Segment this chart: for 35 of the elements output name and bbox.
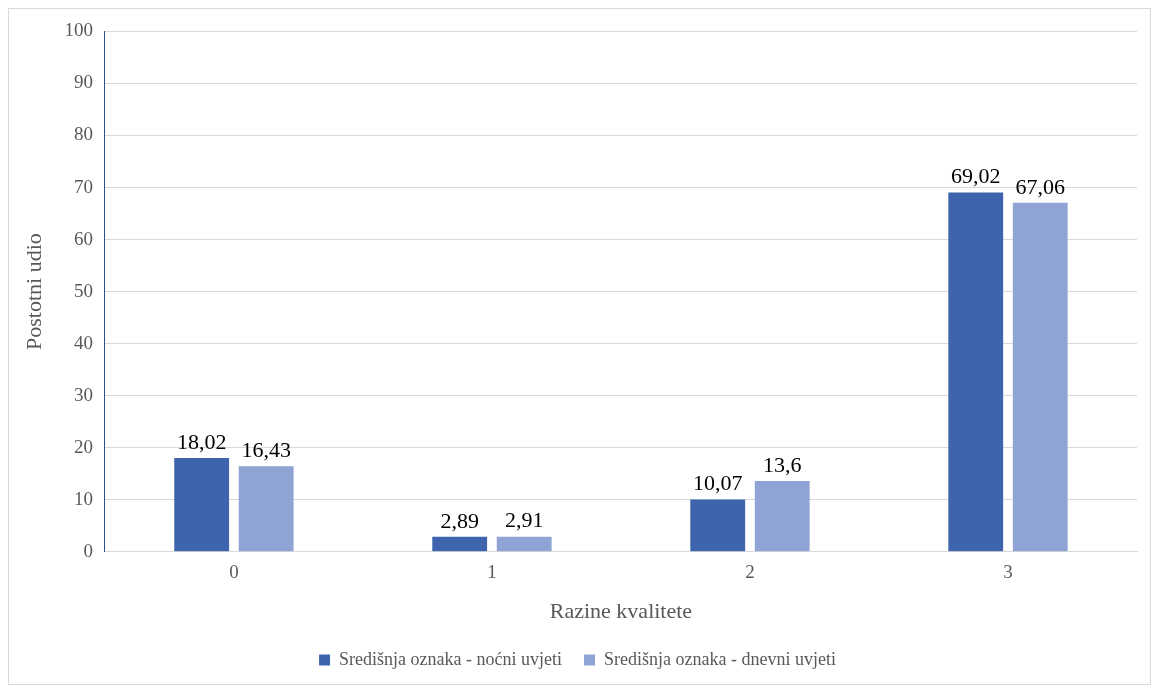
legend-label: Središnja oznaka - noćni uvjeti bbox=[339, 648, 562, 669]
x-axis-title: Razine kvalitete bbox=[549, 597, 693, 623]
y-tick-label: 90 bbox=[73, 71, 93, 93]
bar bbox=[432, 536, 488, 552]
y-tick-label: 0 bbox=[83, 539, 93, 561]
data-label: 10,07 bbox=[692, 470, 743, 496]
data-label: 16,43 bbox=[241, 437, 291, 463]
data-label: 18,02 bbox=[176, 428, 227, 454]
x-tick-label: 1 bbox=[487, 561, 497, 583]
legend-label: Središnja oznaka - dnevni uvjeti bbox=[604, 648, 836, 669]
y-tick-label: 30 bbox=[73, 383, 93, 405]
y-tick-label: 40 bbox=[73, 331, 93, 353]
data-label: 69,02 bbox=[950, 163, 1001, 189]
y-tick-label: 10 bbox=[73, 487, 93, 509]
y-tick-label: 80 bbox=[73, 123, 93, 145]
y-tick-label: 50 bbox=[73, 279, 93, 301]
x-tick-label: 2 bbox=[745, 561, 755, 583]
y-tick-label: 60 bbox=[73, 227, 93, 249]
bar bbox=[496, 536, 552, 552]
bar bbox=[238, 466, 294, 552]
data-label: 2,89 bbox=[440, 507, 479, 533]
y-tick-label: 100 bbox=[64, 19, 93, 41]
bar bbox=[754, 481, 810, 552]
data-label: 13,6 bbox=[762, 451, 802, 477]
bar bbox=[174, 458, 230, 552]
x-tick-label: 0 bbox=[229, 561, 239, 583]
bar bbox=[1012, 202, 1068, 552]
bar bbox=[948, 192, 1004, 552]
bar bbox=[690, 499, 746, 552]
data-label: 67,06 bbox=[1015, 173, 1065, 199]
y-axis-title: Postotni udio bbox=[20, 233, 46, 350]
data-label: 2,91 bbox=[504, 507, 544, 533]
y-tick-label: 20 bbox=[73, 435, 93, 457]
y-tick-label: 70 bbox=[73, 175, 93, 197]
x-tick-label: 3 bbox=[1003, 561, 1013, 583]
